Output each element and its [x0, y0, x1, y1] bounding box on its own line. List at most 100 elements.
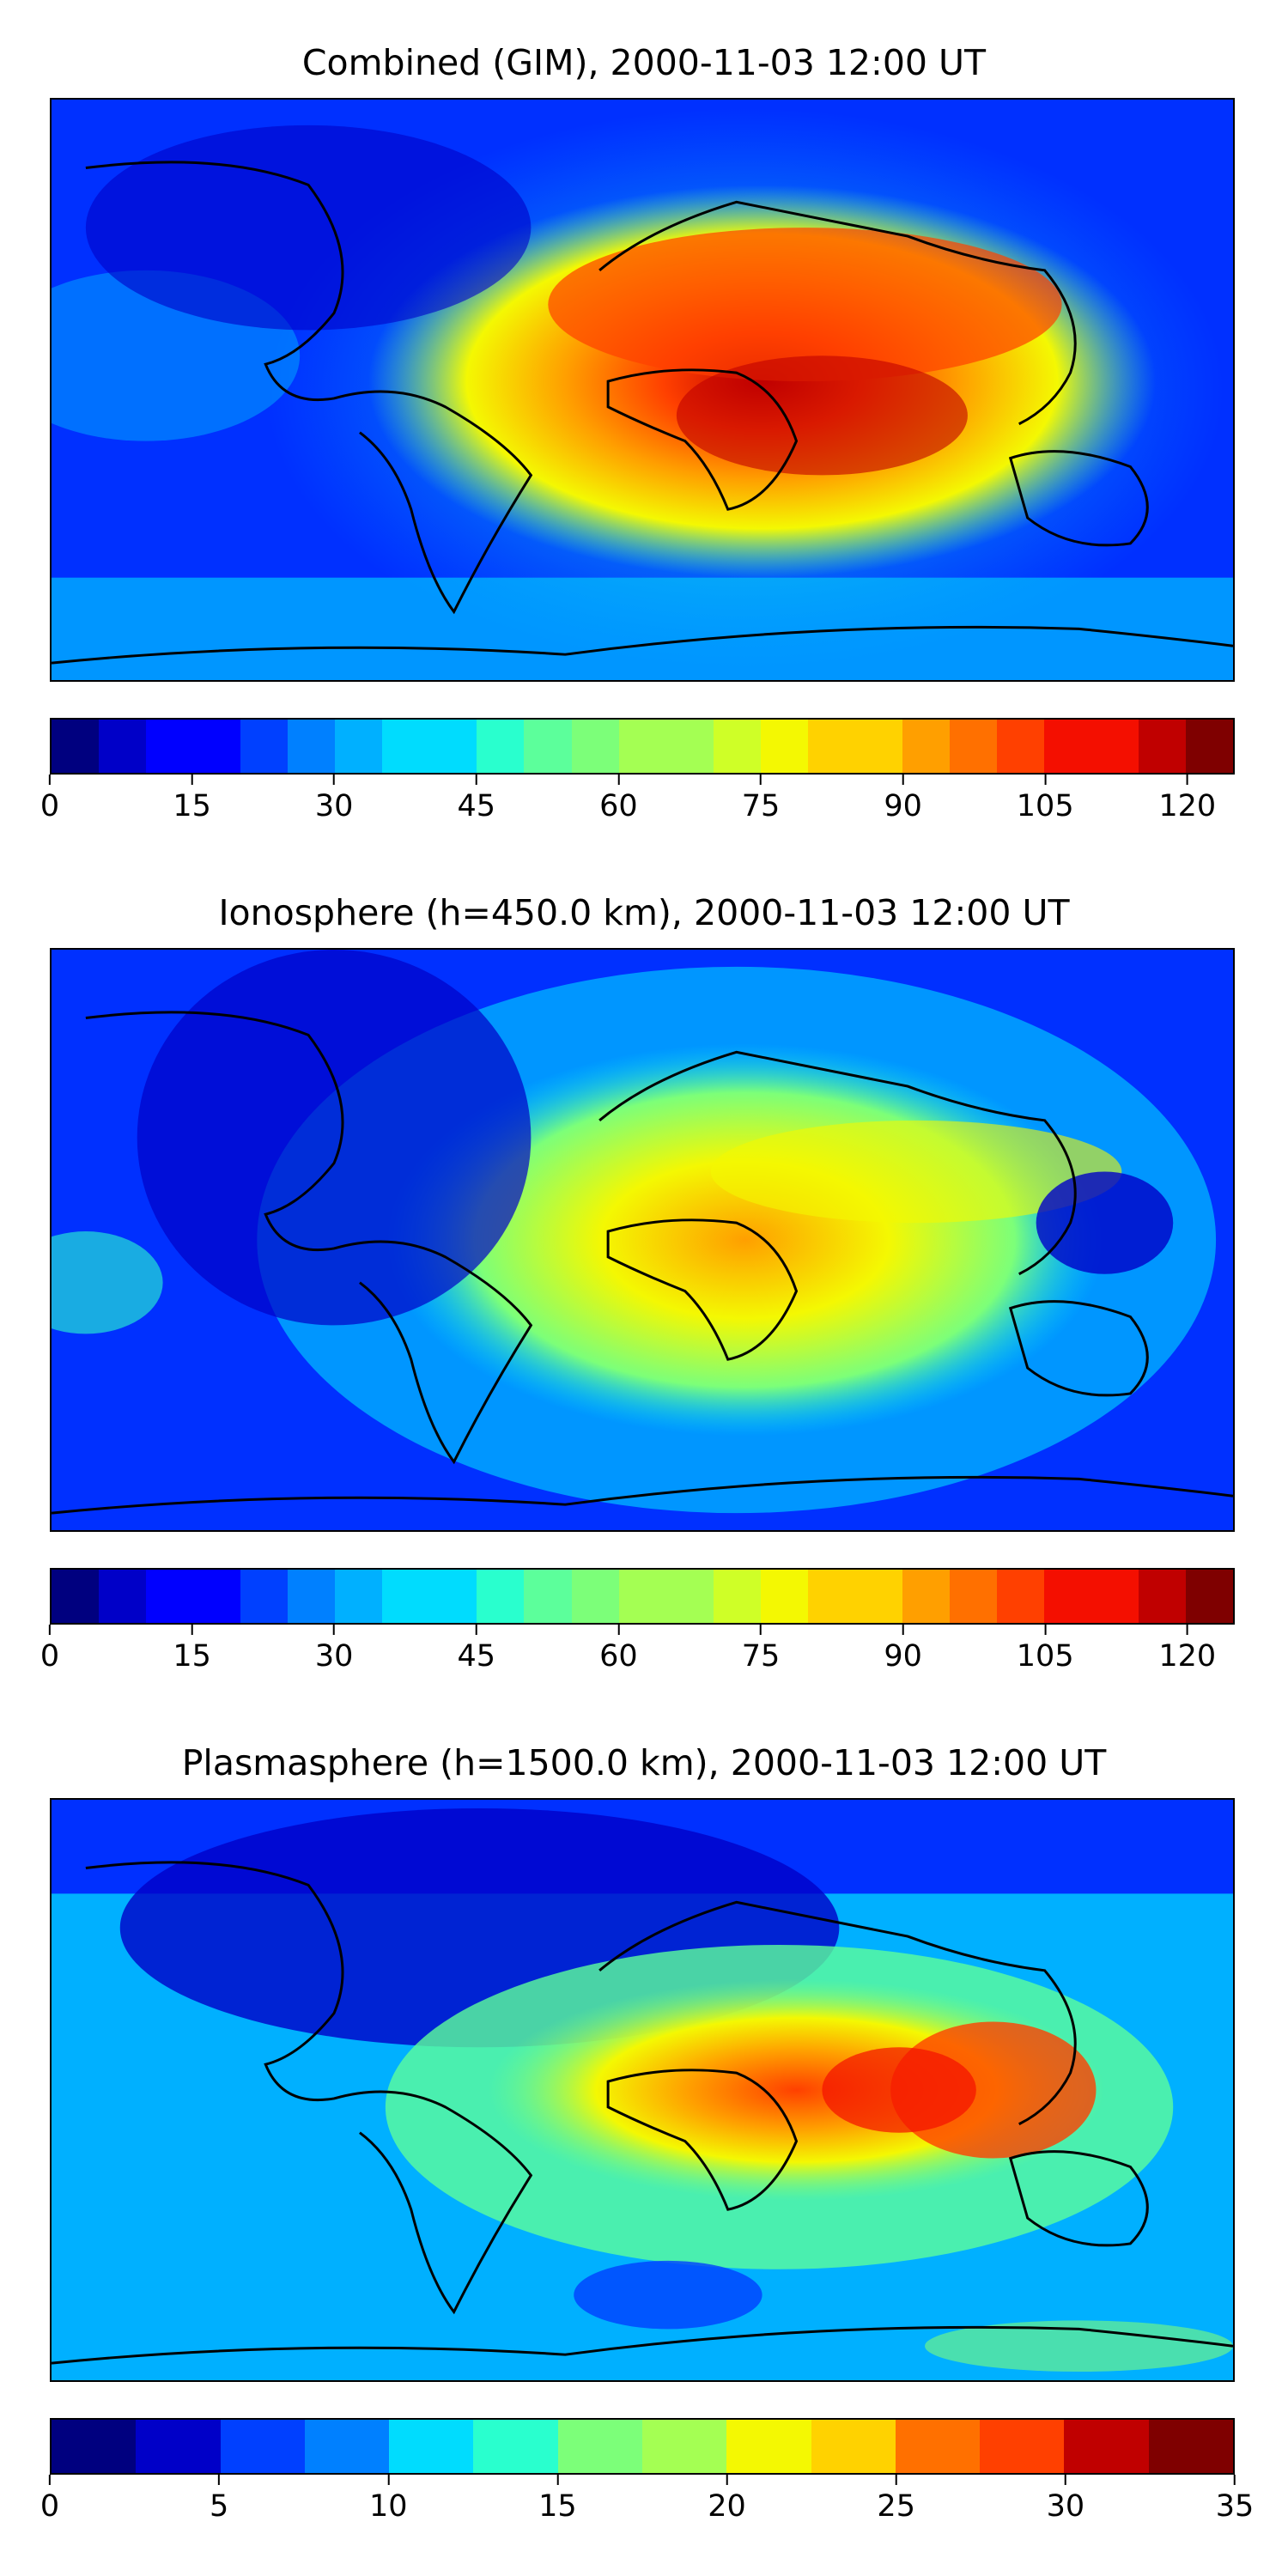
tick-mark: [49, 2475, 51, 2485]
colorbar-segment: [854, 720, 902, 773]
colorbar-segment: [99, 1570, 147, 1623]
colorbar-segment: [193, 720, 241, 773]
colorbar-segment: [811, 2420, 896, 2473]
colorbar-segment: [902, 1570, 950, 1623]
tick-label: 0: [39, 2489, 60, 2524]
colorbar-segment: [895, 2420, 981, 2473]
colorbar-segment: [902, 720, 950, 773]
colorbar-segment: [335, 1570, 383, 1623]
tick-mark: [1233, 2475, 1236, 2485]
tick-mark: [617, 1625, 620, 1635]
tick-label: 90: [884, 789, 922, 823]
tick-mark: [1044, 1625, 1047, 1635]
tick-mark: [556, 2475, 559, 2485]
colorbar-segment: [1186, 1570, 1233, 1623]
panel-3-map: [50, 1798, 1235, 2382]
colorbar-segment: [726, 2420, 811, 2473]
colorbar-segment: [713, 720, 761, 773]
tick-mark: [191, 775, 193, 785]
panel-1-colorbar: [50, 718, 1235, 775]
tick-mark: [617, 775, 620, 785]
panel-3-coastlines: [52, 1861, 1233, 2365]
tick-mark: [1186, 1625, 1188, 1635]
colorbar-segment: [136, 2420, 221, 2473]
colorbar-segment: [949, 720, 997, 773]
tick-label: 5: [210, 2489, 229, 2524]
colorbar-tick: 75: [742, 1625, 780, 1674]
colorbar-tick: 15: [173, 1625, 211, 1674]
panel-1-map: [50, 98, 1235, 682]
colorbar-tick: 10: [369, 2475, 408, 2524]
tick-label: 30: [314, 789, 354, 823]
tick-mark: [759, 775, 762, 785]
colorbar-segment: [146, 1570, 194, 1623]
colorbar-tick: 30: [1046, 2475, 1085, 2524]
colorbar-segment: [240, 720, 289, 773]
panel-2-field: [52, 950, 1233, 1530]
colorbar-segment: [220, 2420, 305, 2473]
colorbar-segment: [524, 720, 572, 773]
colorbar-tick: 120: [1158, 775, 1216, 824]
colorbar-segment: [641, 2420, 727, 2473]
colorbar-tick: 5: [210, 2475, 228, 2524]
colorbar-segment: [1064, 2420, 1149, 2473]
tick-label: 45: [457, 789, 496, 823]
colorbar-segment: [382, 720, 430, 773]
colorbar-segment: [760, 720, 808, 773]
colorbar-segment: [429, 720, 477, 773]
tick-label: 15: [173, 789, 211, 823]
colorbar-segment: [52, 2420, 137, 2473]
colorbar-segment: [807, 720, 855, 773]
colorbar-segment: [288, 720, 336, 773]
tick-label: 0: [39, 789, 60, 823]
colorbar-segment: [1139, 720, 1187, 773]
colorbar-segment: [473, 2420, 558, 2473]
colorbar-tick: 30: [315, 1625, 353, 1674]
colorbar-segment: [1148, 2420, 1233, 2473]
colorbar-tick: 30: [314, 775, 354, 824]
tick-mark: [475, 775, 477, 785]
colorbar-tick: 120: [1158, 1625, 1216, 1674]
colorbar-segment: [524, 1570, 572, 1623]
colorbar-segment: [477, 720, 525, 773]
panel-2-coastlines: [52, 1011, 1233, 1515]
colorbar-segment: [980, 2420, 1065, 2473]
tick-label: 10: [369, 2489, 408, 2524]
tick-mark: [49, 1625, 51, 1635]
colorbar-tick: 35: [1215, 2475, 1255, 2524]
colorbar-tick: 60: [599, 775, 638, 824]
colorbar-tick: 20: [708, 2475, 746, 2524]
panel-2-colorbar: [50, 1568, 1235, 1625]
colorbar-segment: [618, 720, 666, 773]
colorbar-segment: [389, 2420, 474, 2473]
panel-1-coastlines: [52, 161, 1233, 665]
colorbar-tick: 90: [884, 1625, 922, 1674]
colorbar-segment: [665, 720, 714, 773]
colorbar-tick: 0: [40, 1625, 59, 1674]
colorbar-tick: 15: [538, 2475, 577, 2524]
panel-2-title: Ionosphere (h=450.0 km), 2000-11-03 12:0…: [218, 892, 1070, 933]
panel-3-field: [52, 1800, 1233, 2380]
tick-mark: [387, 2475, 390, 2485]
tick-mark: [895, 2475, 897, 2485]
tick-label: 30: [1046, 2489, 1085, 2524]
panel-3-colorbar: [50, 2418, 1235, 2475]
tick-mark: [1064, 2475, 1066, 2485]
colorbar-segment: [949, 1570, 997, 1623]
tick-label: 20: [708, 2489, 746, 2524]
panel-2-colorbar-ticks: 0 15 30 45 60 75 90 105 120: [40, 1625, 1235, 1676]
tick-label: 15: [173, 1639, 211, 1674]
panel-1-field: [52, 100, 1233, 680]
colorbar-tick: 105: [1017, 775, 1074, 824]
tick-mark: [902, 775, 904, 785]
colorbar-segment: [429, 1570, 477, 1623]
tick-mark: [726, 2475, 728, 2485]
colorbar-segment: [1186, 720, 1233, 773]
tick-mark: [902, 1625, 904, 1635]
tick-label: 90: [884, 1639, 922, 1674]
tick-mark: [218, 2475, 221, 2485]
colorbar-tick: 75: [742, 775, 780, 824]
tick-label: 35: [1215, 2489, 1255, 2524]
colorbar-segment: [304, 2420, 390, 2473]
colorbar-segment: [99, 720, 147, 773]
